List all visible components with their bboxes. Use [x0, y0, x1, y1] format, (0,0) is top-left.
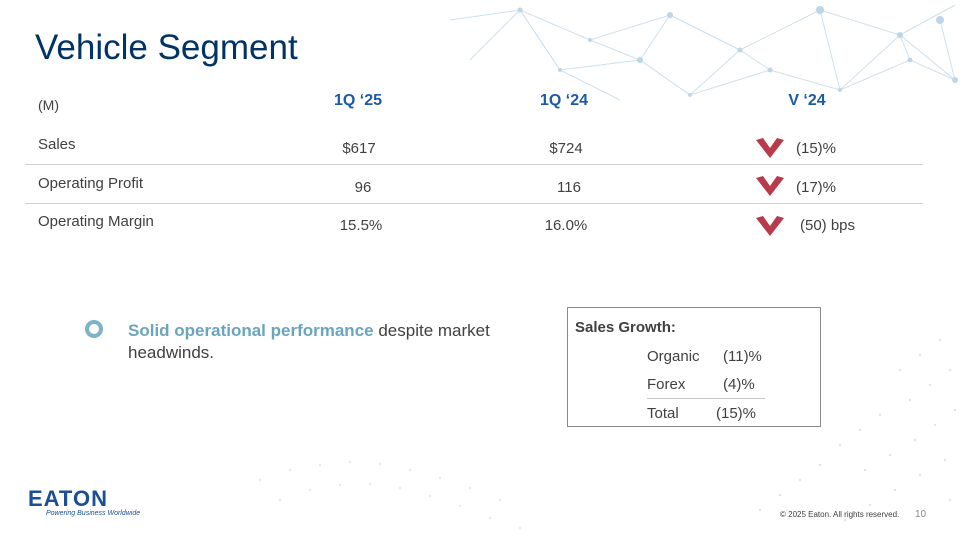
sales-growth-label-forex: Forex — [647, 376, 686, 393]
column-header-variance: V ‘24 — [788, 92, 826, 109]
row-label-sales: Sales — [38, 136, 76, 153]
bullet-highlight: Solid operational performance — [128, 321, 374, 340]
sales-growth-title: Sales Growth: — [575, 319, 676, 336]
sales-growth-value-total: (15)% — [716, 405, 757, 422]
bullet-circle-icon — [85, 320, 103, 338]
bullet-rest: despite market headwinds. — [128, 321, 490, 362]
column-header-1q24: 1Q ‘24 — [539, 92, 589, 109]
dot-wave-decoration-left — [258, 460, 522, 530]
cell-op-margin-variance: (50) bps — [800, 217, 856, 234]
sales-growth-divider — [647, 398, 765, 399]
sales-growth-value-forex: (4)% — [723, 376, 755, 393]
cell-op-margin-1q24: 16.0% — [544, 217, 588, 234]
cell-op-profit-1q25: 96 — [354, 179, 372, 196]
row-divider — [25, 164, 923, 165]
down-arrow-icon — [756, 138, 784, 158]
sales-growth-box: Sales Growth: Organic (11)% Forex (4)% T… — [567, 307, 821, 427]
network-decoration — [449, 4, 958, 101]
cell-op-margin-1q25: 15.5% — [339, 217, 383, 234]
sales-growth-label-total: Total — [647, 405, 679, 422]
cell-sales-variance: (15)% — [796, 140, 837, 157]
down-arrow-icon — [756, 176, 784, 196]
sales-growth-value-organic: (11)% — [723, 348, 762, 365]
page-number: 10 — [915, 509, 927, 520]
logo-tagline: Powering Business Worldwide — [46, 510, 141, 517]
down-arrow-icon — [756, 216, 784, 236]
unit-label: (M) — [38, 97, 59, 113]
column-header-1q25: 1Q ‘25 — [333, 92, 383, 109]
slide-title: Vehicle Segment — [35, 28, 298, 67]
cell-op-profit-variance: (17)% — [796, 179, 837, 196]
logo-wordmark: EATON — [28, 486, 108, 511]
copyright-notice: © 2025 Eaton. All rights reserved. — [780, 510, 900, 519]
sales-growth-label-organic: Organic — [647, 348, 700, 365]
row-label-operating-profit: Operating Profit — [38, 175, 144, 192]
dot-wave-decoration — [758, 338, 957, 522]
row-label-operating-margin: Operating Margin — [38, 213, 154, 230]
eaton-logo: EATON Powering Business Worldwide — [28, 486, 141, 522]
cell-sales-1q24: $724 — [549, 140, 583, 157]
row-divider — [25, 203, 923, 204]
bullet-text: Solid operational performance despite ma… — [128, 320, 548, 364]
cell-sales-1q25: $617 — [342, 140, 376, 157]
cell-op-profit-1q24: 116 — [557, 179, 581, 196]
